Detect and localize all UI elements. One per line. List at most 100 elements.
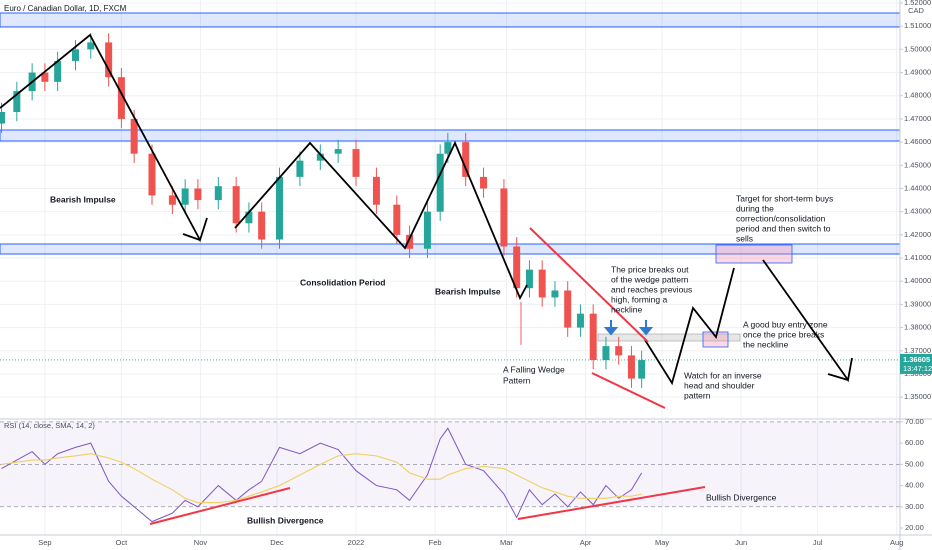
- trend-lines: [149, 227, 706, 525]
- y-tick-label: 1.45000: [904, 160, 931, 169]
- chart-title: Euro / Canadian Dollar, 1D, FXCM: [4, 4, 127, 13]
- candle-body: [316, 153, 324, 161]
- candle-body: [71, 49, 79, 61]
- candle-body: [513, 246, 521, 289]
- annotation: head and shoulder: [684, 380, 755, 390]
- annotation: Bearish Impulse: [50, 194, 116, 204]
- y-tick-label: 1.37000: [904, 346, 931, 355]
- y-tick-label: 1.51000: [904, 21, 931, 30]
- candle-body: [168, 195, 176, 205]
- candle-body: [352, 149, 360, 177]
- x-tick-label: Jun: [735, 538, 747, 547]
- candle-body: [148, 153, 156, 196]
- consolidation-line: [234, 140, 528, 301]
- candle-body: [334, 149, 342, 154]
- breakout-arrows: [603, 320, 654, 336]
- x-tick-label: Jul: [813, 538, 823, 547]
- candle-body: [462, 142, 470, 177]
- y-tick-label: 60.00: [905, 438, 924, 447]
- candle-body: [602, 346, 610, 361]
- y-tick-label: 1.48000: [904, 91, 931, 100]
- last-price-label: 1.36605: [903, 355, 930, 364]
- annotation: Pattern: [503, 375, 531, 385]
- last-price-tag: [900, 353, 932, 374]
- candle-body: [444, 142, 452, 154]
- candle-body: [500, 188, 508, 247]
- arrow-head: [827, 373, 849, 381]
- annotation: Bullish Divergence: [706, 492, 777, 502]
- forecast-line: [644, 267, 735, 386]
- price-axis: [900, 0, 932, 550]
- y-tick-label: 40.00: [905, 481, 924, 490]
- annotation: of the wedge pattern: [611, 274, 689, 284]
- currency-label: CAD: [908, 6, 924, 15]
- wedge-line: [529, 227, 649, 343]
- annotation: pattern: [684, 390, 711, 400]
- y-tick-label: 1.35000: [904, 392, 931, 401]
- y-tick-label: 1.47000: [904, 114, 931, 123]
- x-tick-label: Oct: [116, 538, 129, 547]
- annotation: correction/consolidation: [736, 213, 826, 223]
- candle-body: [480, 176, 488, 189]
- candle-body: [54, 60, 62, 82]
- candle-body: [0, 111, 6, 124]
- candle-body: [130, 118, 138, 154]
- axes: Sep Oct Nov Dec 2022 Feb Mar Apr May Jun Jul Aug 1.3…: [38, 0, 932, 547]
- rsi-line: [1, 427, 643, 523]
- arrow-head: [182, 233, 201, 241]
- annotation: A good buy entry zone: [743, 319, 828, 329]
- rsi-title: RSI (14, close, SMA, 14, 2): [4, 421, 95, 430]
- x-tick-label: Sep: [38, 538, 51, 547]
- x-tick-label: Dec: [270, 538, 284, 547]
- candle-body: [589, 313, 597, 361]
- arrow: [638, 327, 654, 336]
- candle-body: [525, 269, 533, 289]
- candle-body: [245, 211, 253, 224]
- annotation: Target for short-term buys: [736, 193, 833, 203]
- y-tick-label: 1.41000: [904, 253, 931, 262]
- x-tick-label: 2022: [348, 538, 365, 547]
- candle-body: [296, 160, 304, 177]
- time-axis: [0, 535, 932, 550]
- y-tick-label: 1.39000: [904, 299, 931, 308]
- annotation: sells: [736, 233, 753, 243]
- candle-body: [181, 188, 189, 205]
- y-tick-label: 1.50000: [904, 44, 931, 53]
- rsi-lines: [1, 427, 643, 523]
- candle-body: [13, 91, 21, 112]
- candle-body: [87, 42, 95, 50]
- annotation: Bullish Divergence: [247, 515, 324, 525]
- x-tick-label: Nov: [194, 538, 208, 547]
- candle-body: [214, 186, 222, 201]
- annotation: high, forming a: [611, 294, 667, 304]
- annotation: neckline: [611, 304, 642, 314]
- candle-body: [258, 211, 266, 240]
- x-tick-label: Apr: [580, 538, 592, 547]
- candle-body: [564, 290, 572, 328]
- candle-body: [576, 313, 584, 328]
- candle-body: [276, 176, 284, 240]
- x-tick-label: Feb: [429, 538, 442, 547]
- y-tick-label: 1.46000: [904, 137, 931, 146]
- arrow: [603, 327, 619, 336]
- annotation: Consolidation Period: [300, 277, 385, 287]
- y-tick-label: 1.43000: [904, 207, 931, 216]
- candle-body: [117, 77, 125, 119]
- divergence-line: [517, 486, 706, 520]
- rsi-line: [1, 453, 642, 504]
- y-tick-label: 50.00: [905, 459, 924, 468]
- candle-body: [423, 211, 431, 249]
- candle-body: [638, 360, 646, 379]
- x-tick-label: Aug: [890, 538, 903, 547]
- y-tick-label: 1.40000: [904, 276, 931, 285]
- annotation: and reaches previous: [611, 284, 692, 294]
- candle-body: [393, 204, 401, 235]
- candle-body: [551, 290, 559, 298]
- x-tick-label: May: [655, 538, 669, 547]
- y-tick-label: 1.44000: [904, 183, 931, 192]
- candle-body: [105, 42, 113, 78]
- annotation: once the price breaks: [743, 329, 824, 339]
- target-zone: [715, 244, 793, 264]
- divergence-line: [149, 487, 291, 525]
